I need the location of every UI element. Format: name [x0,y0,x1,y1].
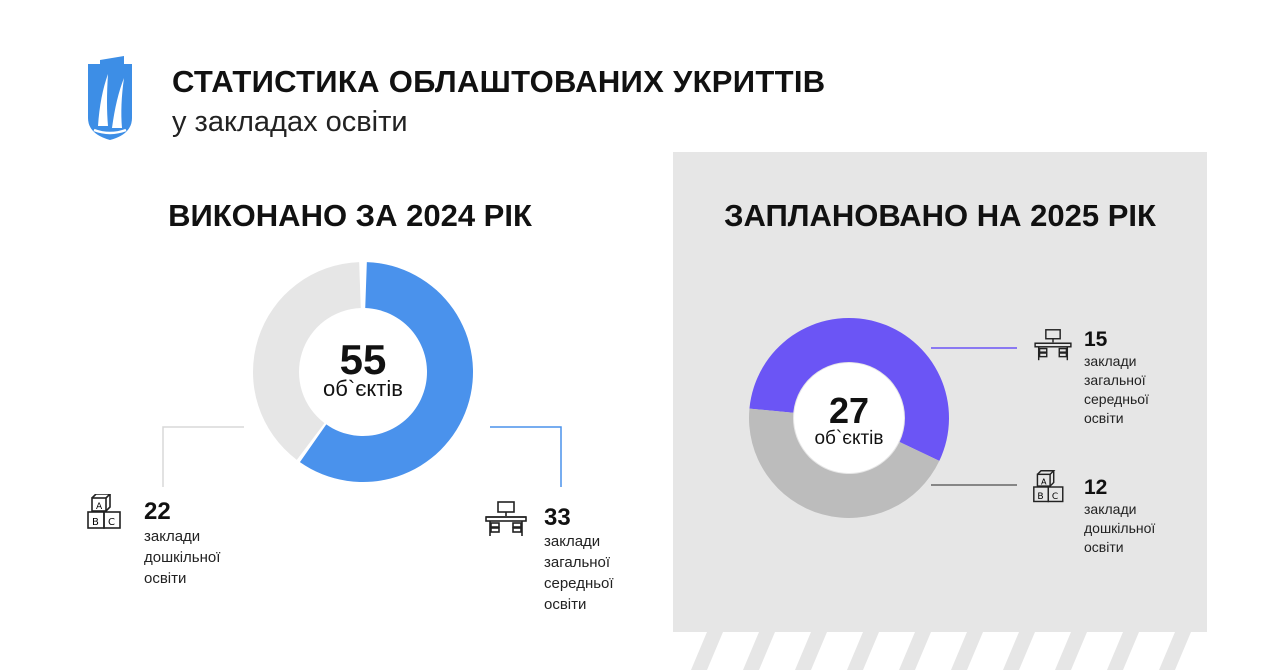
school-desk-icon [485,501,527,536]
svg-text:A: A [96,502,103,512]
school-2025-label: заклади загальної середньої освіти [1084,353,1149,426]
page-title: СТАТИСТИКА ОБЛАШТОВАНИХ УКРИТТІВ [172,64,826,99]
chart-2025-total: 27 [828,390,870,431]
school-2024-count: 33 [544,504,571,531]
chart-2025-total-label: об`єктів [814,428,884,449]
school-2024-label: заклади загальної середньої освіти [544,533,614,613]
svg-text:B: B [1037,492,1043,502]
slice-preschool-2025 [749,408,940,519]
chart-2025-title: ЗАПЛАНОВАНО НА 2025 РІК [724,198,1156,233]
diagonal-stripes-decoration [691,632,1191,670]
preschool-2025-count: 12 [1084,476,1108,499]
city-coat-of-arms-icon [88,56,132,140]
preschool-2025-label: заклади дошкільної освіти [1084,501,1156,555]
slice-preschool-2024 [253,262,361,460]
donut-2025-hole [794,363,904,473]
svg-text:C: C [1052,492,1058,502]
slice-school-2024 [299,262,473,483]
chart-2024-total-label: об`єктів [323,376,403,401]
svg-text:C: C [108,517,115,528]
preschool-2024-count: 22 [144,498,171,525]
chart-2024-total: 55 [339,336,387,383]
school-2025-count: 15 [1084,328,1108,351]
connector-school-2024 [490,426,562,487]
abc-blocks-icon: A B C [87,494,121,529]
page-subtitle: у закладах освіти [172,106,408,138]
school-desk-icon [1034,329,1072,361]
connector-preschool-2024 [162,426,244,487]
svg-text:B: B [92,517,99,528]
chart-2024-title: ВИКОНАНО ЗА 2024 РІК [168,198,532,233]
slice-school-2025 [749,318,949,461]
preschool-2024-label: заклади дошкільної освіти [144,528,221,587]
svg-text:A: A [1041,476,1047,486]
abc-blocks-icon: A B C [1033,470,1064,503]
